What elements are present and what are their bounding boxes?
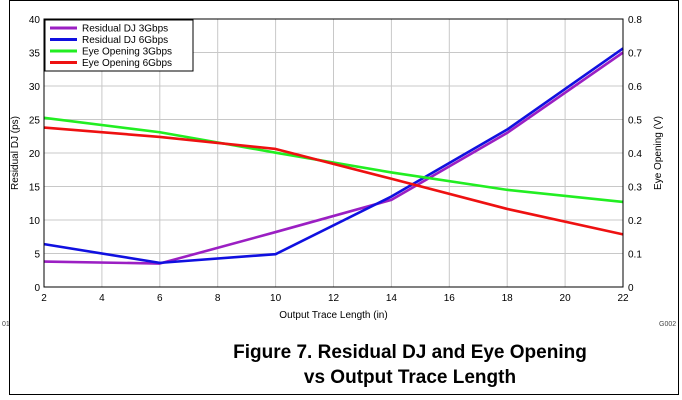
tick-labels: 2 4 6 8 10 12 14 16 18 20 22051015202530354000.10.… [29,15,642,304]
figure-code-left: 01 [2,321,10,328]
y2-tick-label: 0.5 [628,116,642,127]
y2-tick-label: 0 [628,283,634,294]
y2-tick-label: 0.7 [628,49,642,60]
x-tick-label: 4 [99,293,105,304]
y2-tick-label: 0.8 [628,15,642,26]
figure-code-right: G002 [659,321,677,328]
x-tick-label: 16 [444,293,456,304]
y2-tick-label: 0.1 [628,250,642,261]
y2-axis-label: Eye Opening (V) [653,116,664,190]
y2-tick-label: 0.2 [628,216,642,227]
y2-tick-label: 0.3 [628,183,642,194]
x-tick-label: 12 [328,293,340,304]
x-tick-label: 14 [386,293,398,304]
x-tick-label: 18 [502,293,514,304]
x-tick-label: 10 [270,293,282,304]
x-tick-label: 22 [617,293,629,304]
y-tick-label: 5 [34,250,40,261]
x-tick-label: 20 [560,293,572,304]
y-tick-label: 30 [29,82,41,93]
x-tick-label: 2 [41,293,47,304]
figure-caption-line2: vs Output Trace Length [303,367,517,388]
x-axis-label: Output Trace Length (in) [279,310,387,321]
y-tick-label: 0 [34,283,40,294]
legend-label: Eye Opening 6Gbps [82,58,172,69]
x-tick-label: 6 [157,293,163,304]
legend-label: Eye Opening 3Gbps [82,47,172,58]
y2-tick-label: 0.4 [628,149,642,160]
y-axis-label: Residual DJ (ps) [10,116,21,190]
y-tick-label: 25 [29,116,41,127]
y-tick-label: 20 [29,149,41,160]
series-line-1 [43,51,624,265]
y-tick-label: 40 [29,15,41,26]
figure-caption-line1: Figure 7. Residual DJ and Eye Opening [233,342,587,363]
legend-label: Residual DJ 3Gbps [82,24,168,35]
series-line-4 [43,126,624,236]
y2-tick-label: 0.6 [628,82,642,93]
y-tick-label: 15 [29,183,41,194]
series-line-2 [43,47,624,265]
y-tick-label: 10 [29,216,41,227]
x-tick-label: 8 [215,293,221,304]
legend-label: Residual DJ 6Gbps [82,35,168,46]
series-layer [43,47,624,265]
y-tick-label: 35 [29,49,41,60]
plot-border [43,18,624,288]
